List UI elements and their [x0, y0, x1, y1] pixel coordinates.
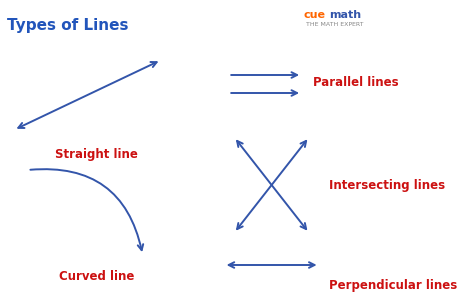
Text: Curved line: Curved line: [59, 270, 134, 283]
FancyArrowPatch shape: [30, 169, 143, 250]
Text: Straight line: Straight line: [55, 148, 138, 161]
Text: Parallel lines: Parallel lines: [313, 77, 399, 89]
Text: THE MATH EXPERT: THE MATH EXPERT: [306, 22, 363, 27]
Text: Types of Lines: Types of Lines: [8, 18, 129, 33]
Text: cue: cue: [304, 10, 326, 20]
Text: Perpendicular lines: Perpendicular lines: [328, 278, 457, 292]
Text: math: math: [328, 10, 361, 20]
Text: Intersecting lines: Intersecting lines: [328, 178, 445, 192]
